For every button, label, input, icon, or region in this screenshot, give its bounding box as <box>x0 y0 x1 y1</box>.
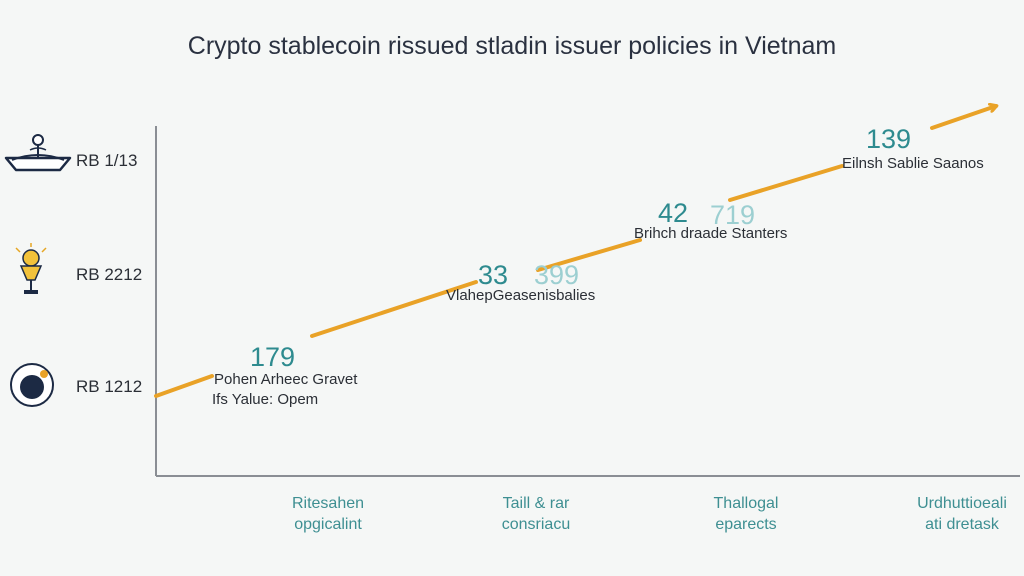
annotation: Eilnsh Sablie Saanos <box>842 155 984 172</box>
boat-icon <box>4 134 72 172</box>
y-tick-label: RB 1212 <box>76 377 142 396</box>
annotation: Pohen Arheec Gravet <box>214 371 358 388</box>
annotation: Ifs Yalue: Opem <box>212 391 318 408</box>
data-label: 33 <box>478 260 508 290</box>
data-label: 139 <box>866 124 911 154</box>
y-tick-label: RB 1/13 <box>76 151 137 170</box>
data-label: 179 <box>250 342 295 372</box>
lamp-icon <box>15 243 47 294</box>
series-line-segment <box>930 106 996 130</box>
series-line-segment <box>536 238 642 272</box>
annotation: Brihch draade Stanters <box>634 225 787 242</box>
series-line-segment <box>728 164 844 202</box>
coin-icon <box>10 363 54 407</box>
series-line-segment <box>154 374 214 398</box>
series-line-segment <box>310 280 478 338</box>
data-label: 399 <box>534 260 579 290</box>
x-tick-label: Urdhuttioeali ati dretask <box>917 495 1007 533</box>
annotation: VlahepGeasenisbalies <box>446 287 595 304</box>
y-tick-label: RB 2212 <box>76 265 142 284</box>
data-label: 42 <box>658 198 688 228</box>
x-tick-label: Taill & rar consriacu <box>502 495 570 533</box>
x-tick-label: Thallogal eparects <box>714 495 779 533</box>
data-label: 719 <box>710 200 755 230</box>
x-tick-label: Ritesahen opgicalint <box>292 495 364 533</box>
chart-title: Crypto stablecoin rissued stladin issuer… <box>188 32 836 60</box>
